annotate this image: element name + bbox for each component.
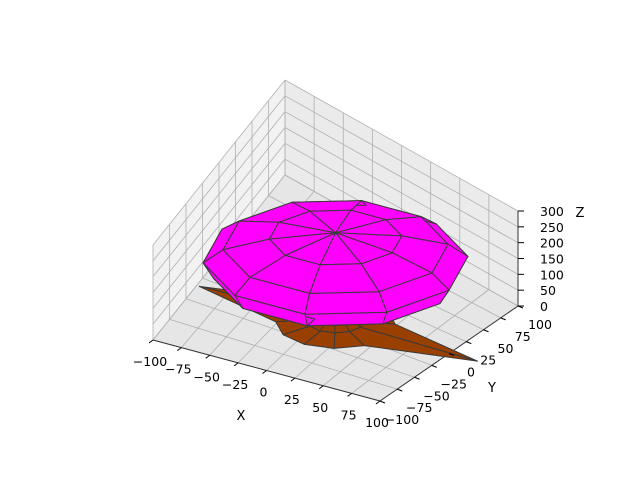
y-tick-mark <box>500 317 506 321</box>
y-tick-mark <box>379 400 386 404</box>
x-tick-label: −100 <box>133 354 167 369</box>
x-tick-mark <box>177 347 182 352</box>
x-tick-label: −25 <box>222 377 248 392</box>
x-tick-mark <box>148 339 154 344</box>
x-tick-label: 75 <box>341 407 357 422</box>
axis-ticks: −100−75−50−250255075100−100−75−50−250255… <box>133 204 564 430</box>
y-tick-mark <box>466 341 472 345</box>
y-tick-mark <box>431 364 437 368</box>
x-tick-mark <box>347 392 352 397</box>
x-axis-label: X <box>237 409 246 424</box>
y-tick-label: 100 <box>528 317 552 332</box>
x-tick-mark <box>318 385 324 390</box>
x-tick-mark <box>205 354 211 359</box>
z-tick-label: 100 <box>540 267 564 282</box>
y-tick-label: 25 <box>480 353 496 368</box>
x-tick-mark <box>262 370 267 374</box>
y-tick-mark <box>448 353 455 356</box>
z-tick-label: 300 <box>540 204 564 219</box>
z-side-gridline <box>152 127 286 293</box>
y-tick-label: −75 <box>406 400 432 415</box>
y-tick-label: −25 <box>441 376 467 391</box>
z-back-gridline <box>284 127 519 259</box>
z-side-gridline <box>152 79 286 246</box>
x-tick-label: −75 <box>165 362 191 377</box>
y-tick-mark <box>483 329 489 333</box>
x-tick-label: −50 <box>194 369 220 384</box>
x-tick-label: 25 <box>284 392 300 407</box>
surface-mesh <box>198 200 478 362</box>
canopy-face <box>202 249 251 296</box>
y-tick-label: −50 <box>423 388 449 403</box>
x-tick-mark <box>375 400 381 405</box>
z-back-gridline <box>284 111 519 244</box>
y-tick-label: 50 <box>498 341 514 356</box>
z-side-gridline <box>152 111 286 277</box>
y-tick-mark <box>414 376 420 380</box>
y-tick-label: 75 <box>515 329 531 344</box>
z-back-gridline <box>284 95 519 228</box>
z-back-gridline <box>284 142 519 275</box>
x-tick-label: 50 <box>312 400 328 415</box>
y-floor-gridline <box>169 318 398 390</box>
x-tick-label: 0 <box>260 385 268 400</box>
y-tick-label: −100 <box>385 412 419 427</box>
canopy-face <box>304 291 388 315</box>
z-axis-label: Z <box>576 206 585 221</box>
x-tick-label: 100 <box>365 415 389 430</box>
z-back-gridline <box>284 79 519 212</box>
z-tick-label: 200 <box>540 236 564 251</box>
z-tick-label: 250 <box>540 220 564 235</box>
y-axis-label: Y <box>487 381 496 396</box>
z-side-gridline <box>152 143 286 309</box>
z-tick-label: 50 <box>540 283 556 298</box>
x-tick-mark <box>233 362 239 367</box>
z-tick-label: 0 <box>540 299 548 314</box>
y-tick-label: 0 <box>467 365 475 380</box>
z-side-gridline <box>152 95 286 262</box>
y-tick-mark <box>397 388 403 392</box>
z-tick-label: 150 <box>540 252 564 267</box>
x-tick-mark <box>290 377 296 382</box>
